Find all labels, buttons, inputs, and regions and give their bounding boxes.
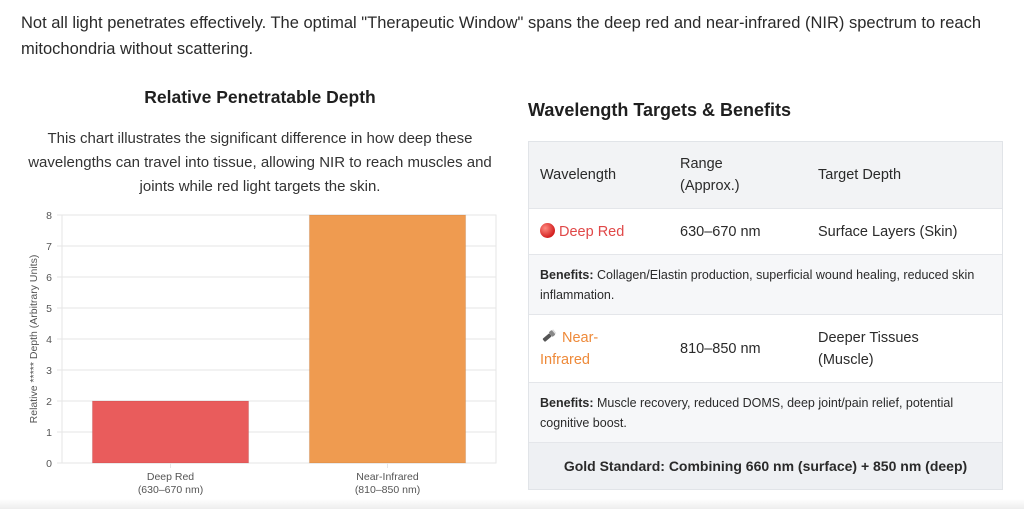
y-tick-label: 6 [46,272,52,284]
header-wavelength: Wavelength [540,167,617,183]
y-tick-label: 0 [46,458,52,470]
depth-nir-line1: Deeper Tissues [818,329,919,346]
flashlight-icon [542,328,557,342]
table-row-near-infrared: Near- Infrared 810–850 nm Deeper Tissues… [529,315,1002,383]
table-title: Wavelength Targets & Benefits [528,100,792,120]
bar-0 [91,400,250,464]
x-tick-label: (630–670 nm) [138,484,203,496]
header-range-line2: (Approx.) [680,178,740,194]
y-tick-label: 1 [46,427,52,439]
table-row-deep-red: Deep Red 630–670 nm Surface Layers (Skin… [529,209,1002,255]
wavelength-table: Wavelength Range (Approx.) Target Depth … [528,141,1003,490]
header-range: Range (Approx.) [668,153,807,197]
cell-range-nir: 810–850 nm [680,340,761,357]
chart-axes: 0 1 2 3 4 5 6 7 8 Deep Red(630–670 nm) Near-Infrar… [28,210,420,496]
header-range-line1: Range [680,156,723,172]
benefits-label: Benefits: [540,268,594,282]
x-tick-label: Deep Red [147,471,194,483]
x-tick-label: (810–850 nm) [355,484,420,496]
nir-label-line2: Infrared [540,351,590,368]
y-tick-label: 5 [46,303,52,315]
intro-paragraph: Not all light penetrates effectively. Th… [21,14,982,58]
x-tick-label: Near-Infrared [356,471,419,483]
bar-1 [308,214,467,464]
benefits-row-deep-red: Benefits: Collagen/Elastin production, s… [529,255,1002,315]
y-tick-label: 3 [46,365,52,377]
y-tick-label: 8 [46,210,52,222]
y-axis-label: Relative ***** Depth (Arbitrary Units) [28,255,40,424]
red-circle-icon [540,223,555,238]
benefits-text-deep-red: Collagen/Elastin production, superficial… [540,268,975,302]
gold-standard-row: Gold Standard: Combining 660 nm (surface… [529,443,1002,489]
deep-red-label: Deep Red [559,224,625,240]
cell-depth-deep-red: Surface Layers (Skin) [818,223,958,240]
nir-label-line1: Near- [562,329,599,346]
chart-bars [91,214,467,464]
y-tick-label: 2 [46,396,52,408]
cell-wavelength-nir: Near- Infrared [529,327,668,371]
benefits-label: Benefits: [540,396,594,410]
benefits-row-nir: Benefits: Muscle recovery, reduced DOMS,… [529,383,1002,443]
table-header-row: Wavelength Range (Approx.) Target Depth [529,142,1002,209]
header-target-depth: Target Depth [818,167,902,183]
cell-depth-nir: Deeper Tissues (Muscle) [807,327,1002,371]
cell-range-deep-red: 630–670 nm [680,223,761,240]
cell-wavelength-deep-red: Deep Red [529,223,668,240]
depth-nir-line2: (Muscle) [818,351,874,368]
benefits-text-nir: Muscle recovery, reduced DOMS, deep join… [540,396,954,430]
bottom-fade [0,499,1024,509]
y-tick-label: 7 [46,241,52,253]
penetration-depth-chart: 0 1 2 3 4 5 6 7 8 Deep Red(630–670 nm) Near-Infrar… [28,210,497,496]
y-tick-label: 4 [46,334,52,346]
chart-description: This chart illustrates the significant d… [28,130,492,195]
chart-title: Relative Penetratable Depth [144,87,376,107]
